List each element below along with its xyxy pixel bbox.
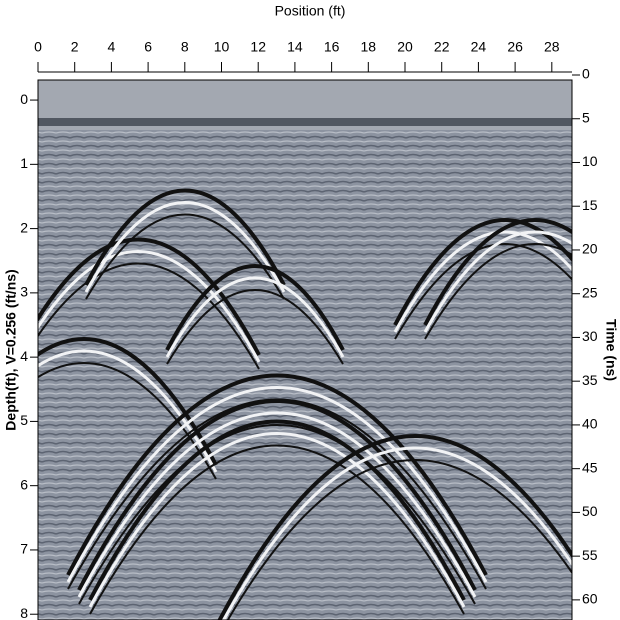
radargram-image	[38, 80, 572, 620]
reflection	[85, 213, 285, 300]
x-tick-label: 14	[287, 39, 303, 55]
x-tick-label: 22	[434, 39, 450, 55]
y2-tick-label: 50	[582, 503, 598, 519]
reflection	[166, 289, 344, 365]
reflection	[38, 349, 218, 473]
y2-tick-label: 10	[582, 153, 598, 169]
reflection	[89, 444, 465, 615]
y2-tick-label: 0	[582, 66, 590, 82]
y2-tick-label: 45	[582, 459, 598, 475]
y2-tick-label: 5	[582, 109, 590, 125]
reflection	[38, 250, 261, 363]
x-tick-label: 8	[181, 39, 189, 55]
reflection	[165, 276, 345, 358]
reflection	[423, 218, 572, 326]
y2-tick-label: 20	[582, 241, 598, 257]
plot-frame	[37, 79, 573, 620]
x-tick-label: 12	[250, 39, 266, 55]
y-tick-label: 1	[20, 155, 28, 171]
reflection	[77, 399, 477, 591]
reflection	[423, 230, 572, 333]
y2-tick-label: 40	[582, 416, 598, 432]
y2-tick-label: 60	[582, 591, 598, 607]
y2-tick-label: 30	[582, 328, 598, 344]
x-tick-label: 18	[361, 39, 377, 55]
y-axis-label: Depth(ft), V=0.256 (ft/ns)	[3, 269, 19, 430]
x-tick-label: 6	[144, 39, 152, 55]
reflection	[424, 243, 572, 340]
y2-tick-label: 25	[582, 284, 598, 300]
x-tick-label: 20	[397, 39, 413, 55]
reflection	[66, 386, 488, 583]
reflection	[226, 459, 572, 620]
y2-axis-label: Time (ns)	[603, 319, 619, 381]
x-tick-label: 28	[544, 39, 560, 55]
y-tick-label: 5	[20, 412, 28, 428]
reflection	[77, 411, 477, 598]
x-tick-label: 26	[507, 39, 523, 55]
reflection	[165, 264, 345, 351]
y-tick-label: 0	[20, 91, 28, 107]
x-tick-label: 24	[471, 39, 487, 55]
y2-tick-label: 35	[582, 372, 598, 388]
y-tick-label: 8	[20, 605, 28, 620]
y-tick-label: 7	[20, 541, 28, 557]
chart-title: Position (ft)	[275, 3, 346, 19]
y-tick-label: 3	[20, 284, 28, 300]
reflection	[393, 230, 572, 333]
reflection	[78, 424, 476, 605]
y-tick-label: 4	[20, 348, 28, 364]
reflection	[88, 432, 466, 608]
x-tick-label: 4	[108, 39, 116, 55]
reflection	[393, 218, 572, 326]
reflection	[38, 262, 260, 370]
reflection	[38, 337, 218, 466]
reflection	[394, 243, 572, 340]
reflection	[84, 201, 286, 293]
reflection	[38, 237, 261, 356]
reflection	[38, 362, 217, 480]
y-tick-label: 6	[20, 476, 28, 492]
reflection	[84, 188, 286, 286]
reflection	[221, 446, 572, 620]
reflection	[66, 373, 488, 576]
x-tick-label: 16	[324, 39, 340, 55]
y2-tick-label: 15	[582, 197, 598, 213]
y2-tick-label: 55	[582, 547, 598, 563]
reflection	[88, 419, 466, 601]
y-tick-label: 2	[20, 219, 28, 235]
reflection	[217, 434, 572, 620]
x-tick-label: 10	[214, 39, 230, 55]
x-tick-label: 0	[34, 39, 42, 55]
x-tick-label: 2	[71, 39, 79, 55]
